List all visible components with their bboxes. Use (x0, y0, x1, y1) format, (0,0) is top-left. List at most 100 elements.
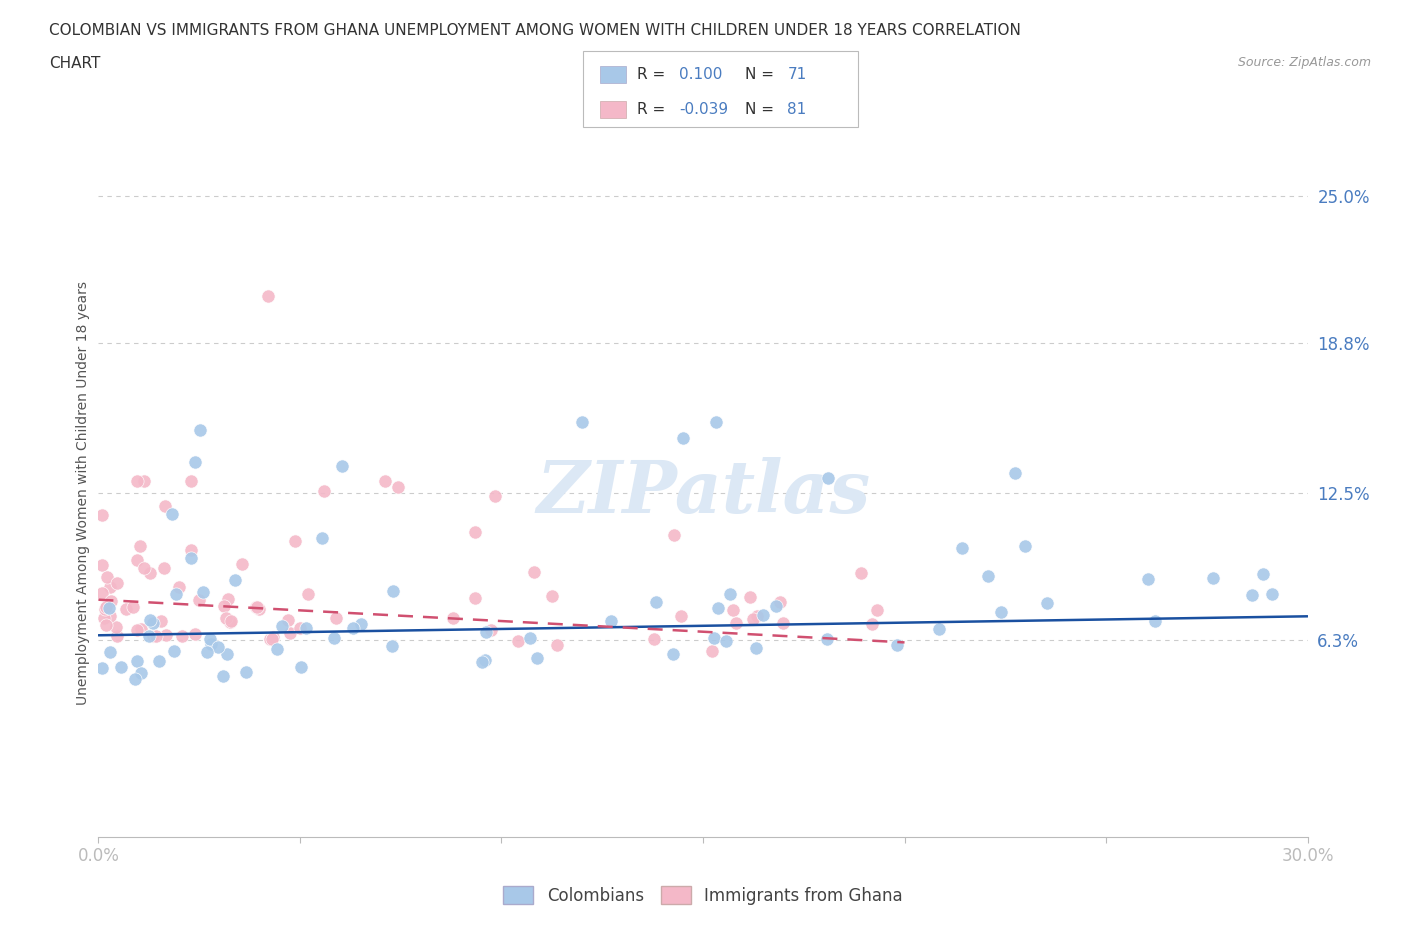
Point (148, 654, 170, 669)
Point (215, 646, 238, 661)
Point (278, 626, 301, 641)
Point (184, 455, 207, 470)
Point (323, 631, 346, 645)
Point (191, 585, 214, 600)
Point (142, 616, 165, 631)
Point (122, 600, 145, 615)
Point (91, 508, 114, 523)
Point (188, 592, 211, 607)
Point (294, 620, 316, 635)
Point (546, 637, 568, 652)
Point (200, 637, 222, 652)
Point (540, 589, 562, 604)
Point (132, 561, 155, 576)
Point (98, 579, 121, 594)
Point (155, 498, 177, 513)
Point (270, 618, 292, 633)
Point (127, 653, 149, 668)
Point (886, 637, 908, 652)
Text: N =: N = (745, 67, 779, 82)
Point (484, 488, 506, 503)
Point (522, 565, 544, 579)
Point (124, 671, 146, 686)
Point (139, 613, 162, 628)
Point (129, 621, 152, 636)
Point (311, 530, 333, 545)
Point (325, 610, 347, 625)
Point (741, 612, 763, 627)
Point (138, 629, 160, 644)
Point (96, 570, 118, 585)
Point (672, 431, 695, 445)
Text: COLOMBIAN VS IMMIGRANTS FROM GHANA UNEMPLOYMENT AMONG WOMEN WITH CHILDREN UNDER : COLOMBIAN VS IMMIGRANTS FROM GHANA UNEMP… (49, 23, 1021, 38)
Point (180, 542, 202, 557)
Point (700, 644, 723, 658)
Point (751, 608, 773, 623)
Point (977, 569, 1000, 584)
Point (91, 586, 114, 601)
Point (212, 669, 235, 684)
Point (245, 600, 267, 615)
Point (851, 565, 873, 580)
Point (127, 622, 149, 637)
Point (150, 614, 173, 629)
Text: R =: R = (637, 67, 671, 82)
Point (91, 558, 114, 573)
Point (180, 551, 202, 565)
Text: 81: 81 (787, 102, 807, 117)
Point (184, 626, 207, 641)
Point (769, 594, 792, 609)
Point (169, 579, 191, 594)
Point (198, 631, 221, 646)
Point (231, 556, 253, 571)
Point (332, 458, 354, 473)
Point (290, 620, 312, 635)
Point (219, 615, 242, 630)
Point (259, 631, 281, 646)
Point (165, 587, 187, 602)
Point (571, 414, 593, 429)
Point (297, 587, 319, 602)
Point (94, 600, 117, 615)
Point (212, 598, 235, 613)
Point (100, 593, 122, 608)
Point (155, 628, 177, 643)
Point (290, 659, 312, 674)
Point (221, 613, 243, 628)
Point (745, 640, 768, 655)
Point (1251, 566, 1274, 581)
Point (1241, 588, 1264, 603)
Text: 0.100: 0.100 (679, 67, 723, 82)
Point (218, 591, 240, 606)
Point (387, 480, 409, 495)
Point (262, 631, 284, 646)
Point (105, 629, 128, 644)
Point (600, 614, 623, 629)
Point (160, 506, 183, 521)
Point (93, 610, 115, 625)
Point (91, 660, 114, 675)
Point (215, 610, 238, 625)
Point (98, 609, 121, 624)
Point (246, 600, 269, 615)
Point (928, 621, 950, 636)
Point (662, 527, 685, 542)
Point (153, 561, 176, 576)
Point (950, 540, 973, 555)
Point (94, 602, 117, 617)
Point (129, 665, 152, 680)
Legend: Colombians, Immigrants from Ghana: Colombians, Immigrants from Ghana (496, 880, 910, 911)
Text: -0.039: -0.039 (679, 102, 728, 117)
Point (188, 422, 211, 437)
Point (110, 659, 132, 674)
Point (714, 633, 737, 648)
Point (170, 629, 193, 644)
Point (669, 608, 692, 623)
Point (644, 594, 666, 609)
Point (860, 617, 883, 631)
Point (1136, 572, 1159, 587)
Point (180, 473, 202, 488)
Point (381, 583, 404, 598)
Point (475, 624, 498, 639)
Point (1143, 614, 1166, 629)
